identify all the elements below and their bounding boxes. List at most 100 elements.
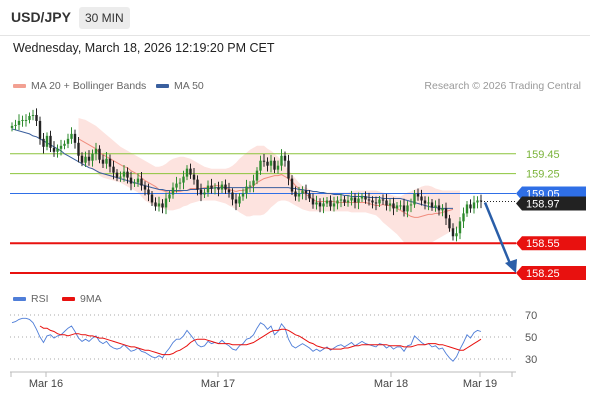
candle-body <box>147 189 150 195</box>
candle-body <box>140 178 143 186</box>
candle-body <box>189 168 192 175</box>
ma9-label: 9MA <box>80 293 102 305</box>
candle-body <box>56 148 59 152</box>
candle-body <box>315 202 318 205</box>
candle-body <box>10 125 14 128</box>
candle-body <box>413 193 416 205</box>
candle-body <box>28 115 31 120</box>
candle-body <box>94 148 98 154</box>
rsi-tick-label: 50 <box>525 332 537 344</box>
candle-body <box>185 168 189 177</box>
candle-body <box>374 202 378 204</box>
candle-body <box>301 190 304 194</box>
candle-body <box>52 147 56 152</box>
candle-body <box>388 203 392 206</box>
timeframe-button[interactable]: 30 MIN <box>79 7 130 29</box>
candle-body <box>70 133 73 139</box>
candle-body <box>59 145 63 149</box>
candle-body <box>115 172 119 178</box>
candle-body <box>304 190 308 194</box>
ma9-swatch <box>62 297 75 302</box>
candle-body <box>220 184 224 190</box>
resistance-label-2: 159.25 <box>526 169 560 181</box>
candle-body <box>329 200 332 207</box>
candle-body <box>322 203 325 207</box>
support-label-1-tag <box>516 236 586 251</box>
candle-body <box>339 199 343 201</box>
legend-ma20: MA 20 + Bollinger Bands <box>13 80 146 92</box>
candle-body <box>430 202 434 208</box>
candle-body <box>108 158 112 167</box>
legend-rsi: RSI <box>13 293 49 305</box>
candle-body <box>332 203 336 207</box>
candle-body <box>42 138 45 147</box>
candle-body <box>360 196 364 199</box>
candle-body <box>84 156 87 163</box>
support-label-2-tag <box>516 266 586 281</box>
candle-body <box>164 198 168 208</box>
candle-body <box>224 184 227 190</box>
candle-body <box>343 199 346 203</box>
current-price-label-tag <box>516 196 586 211</box>
candle-body <box>402 205 406 212</box>
candle-body <box>126 171 129 178</box>
candle-body <box>129 177 133 184</box>
candle-body <box>479 200 483 202</box>
legend-ma50: MA 50 <box>156 80 204 92</box>
candle-body <box>406 205 409 212</box>
candle-body <box>465 204 469 214</box>
candle-body <box>455 233 458 237</box>
candle-body <box>203 192 206 195</box>
candle-body <box>367 199 371 201</box>
candle-body <box>420 196 423 201</box>
candle-body <box>150 194 154 203</box>
candle-body <box>392 203 395 209</box>
candle-body <box>423 200 427 204</box>
candle-body <box>434 205 437 208</box>
candle-body <box>21 119 24 121</box>
candle-body <box>266 161 269 166</box>
candle-body <box>105 158 108 164</box>
candle-body <box>73 133 77 143</box>
candle-body <box>311 198 315 205</box>
candle-body <box>87 156 91 161</box>
rsi-ma-line <box>39 325 482 356</box>
rsi-tick-label: 30 <box>525 354 537 366</box>
x-tick-label: Mar 19 <box>463 378 497 390</box>
candle-body <box>458 221 462 234</box>
candle-body <box>38 120 42 139</box>
candle-body <box>472 202 476 209</box>
candle-body <box>241 193 245 197</box>
resistance-label-1: 159.45 <box>526 149 560 161</box>
candle-body <box>385 200 388 206</box>
ma20-label: MA 20 + Bollinger Bands <box>31 80 147 92</box>
timestamp: Wednesday, March 18, 2026 12:19:20 PM CE… <box>13 41 275 55</box>
candle-body <box>238 196 241 204</box>
candle-body <box>364 196 367 200</box>
candle-body <box>437 205 441 211</box>
candle-body <box>318 202 322 207</box>
x-tick-label: Mar 18 <box>374 378 408 390</box>
rsi-label: RSI <box>31 293 49 305</box>
candle-body <box>77 142 80 156</box>
support-label-2: 158.25 <box>526 268 560 280</box>
candle-body <box>357 198 360 203</box>
candle-body <box>213 187 217 189</box>
candle-body <box>350 197 353 201</box>
candle-body <box>217 187 220 190</box>
candle-body <box>136 178 140 183</box>
candle-body <box>444 208 448 219</box>
candle-body <box>259 160 262 171</box>
rsi-line <box>11 317 482 362</box>
current-price-label: 158.97 <box>526 198 560 210</box>
candle-body <box>178 182 182 184</box>
forecast-arrow-line <box>483 202 513 267</box>
candle-body <box>175 183 178 188</box>
candle-body <box>451 228 455 237</box>
candle-body <box>399 205 402 207</box>
candle-body <box>290 178 294 192</box>
candle-body <box>378 199 381 204</box>
title-bar: USD/JPY 30 MIN <box>0 0 590 34</box>
instrument-name: USD/JPY <box>11 9 71 25</box>
forecast-arrow-head <box>505 259 517 273</box>
